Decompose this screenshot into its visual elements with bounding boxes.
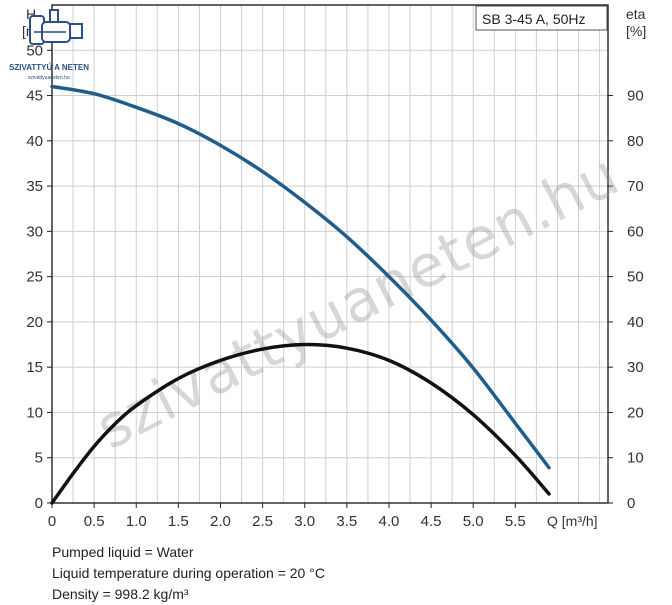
x-tick-label: 1.5	[168, 513, 189, 530]
right-tick-label: 50	[627, 269, 644, 286]
x-tick-label: 3.0	[294, 513, 315, 530]
series	[50, 84, 551, 505]
logo-url: szivattyuaneten.hu	[28, 75, 70, 81]
pump-logo-icon	[29, 9, 83, 45]
right-tick-label: 20	[627, 404, 644, 421]
x-tick-label: 5.0	[463, 513, 484, 530]
plot-frame	[51, 4, 609, 504]
left-tick-label: 10	[26, 404, 43, 421]
left-tick-label: 0	[35, 495, 43, 512]
right-axis-label-unit: [%]	[626, 23, 646, 39]
x-tick-label: 4.5	[421, 513, 442, 530]
x-tick-label: 0	[48, 513, 56, 530]
right-tick-label: 70	[627, 178, 644, 195]
chart-title: SB 3-45 A, 50Hz	[482, 11, 586, 27]
left-tick-label: 15	[26, 359, 43, 376]
left-tick-label: 35	[26, 178, 43, 195]
x-tick-label: 0.5	[84, 513, 105, 530]
left-tick-label: 50	[26, 42, 43, 59]
right-tick-label: 40	[627, 314, 644, 331]
right-tick-label: 80	[627, 133, 644, 150]
right-tick-label: 30	[627, 359, 644, 376]
right-tick-label: 90	[627, 88, 644, 105]
x-tick-label: 4.0	[379, 513, 400, 530]
left-tick-label: 5	[35, 450, 43, 467]
right-axis-label-top: eta	[626, 6, 646, 22]
logo: SZIVATTYÚ A NETEN szivattyuaneten.hu	[9, 9, 89, 81]
head-curve	[50, 84, 551, 470]
footer-pumped-liquid: Pumped liquid = Water	[52, 544, 194, 560]
left-tick-label: 30	[26, 223, 43, 240]
x-tick-label: 3.5	[336, 513, 357, 530]
x-tick-label: 5.5	[505, 513, 526, 530]
left-tick-label: 20	[26, 314, 43, 331]
right-tick-label: 10	[627, 450, 644, 467]
x-tick-label: 1.0	[126, 513, 147, 530]
tick-labels: 0 5 10 15 20 25 30 35 40 45 50 0 10 20 30 40 50 60 70 80 90 0…	[26, 42, 643, 530]
left-tick-label: 40	[26, 133, 43, 150]
right-tick-label: 0	[627, 495, 635, 512]
left-axis-label-top: H	[26, 6, 36, 22]
right-tick-label: 60	[627, 223, 644, 240]
x-tick-label: 2.0	[210, 513, 231, 530]
x-axis-label: Q [m³/h]	[547, 513, 598, 529]
watermark: szivattyuaneten.hu	[85, 140, 629, 462]
chart-title-box	[475, 5, 608, 31]
logo-name: SZIVATTYÚ A NETEN	[9, 63, 89, 72]
x-tick-label: 2.5	[252, 513, 273, 530]
left-tick-label: 25	[26, 269, 43, 286]
efficiency-curve	[50, 342, 551, 505]
footer-notes: Pumped liquid = Water Liquid temperature…	[52, 542, 325, 605]
grid	[52, 5, 608, 503]
footer-density: Density = 998.2 kg/m³	[52, 586, 189, 602]
left-tick-label: 45	[26, 88, 43, 105]
footer-liquid-temperature: Liquid temperature during operation = 20…	[52, 565, 325, 581]
